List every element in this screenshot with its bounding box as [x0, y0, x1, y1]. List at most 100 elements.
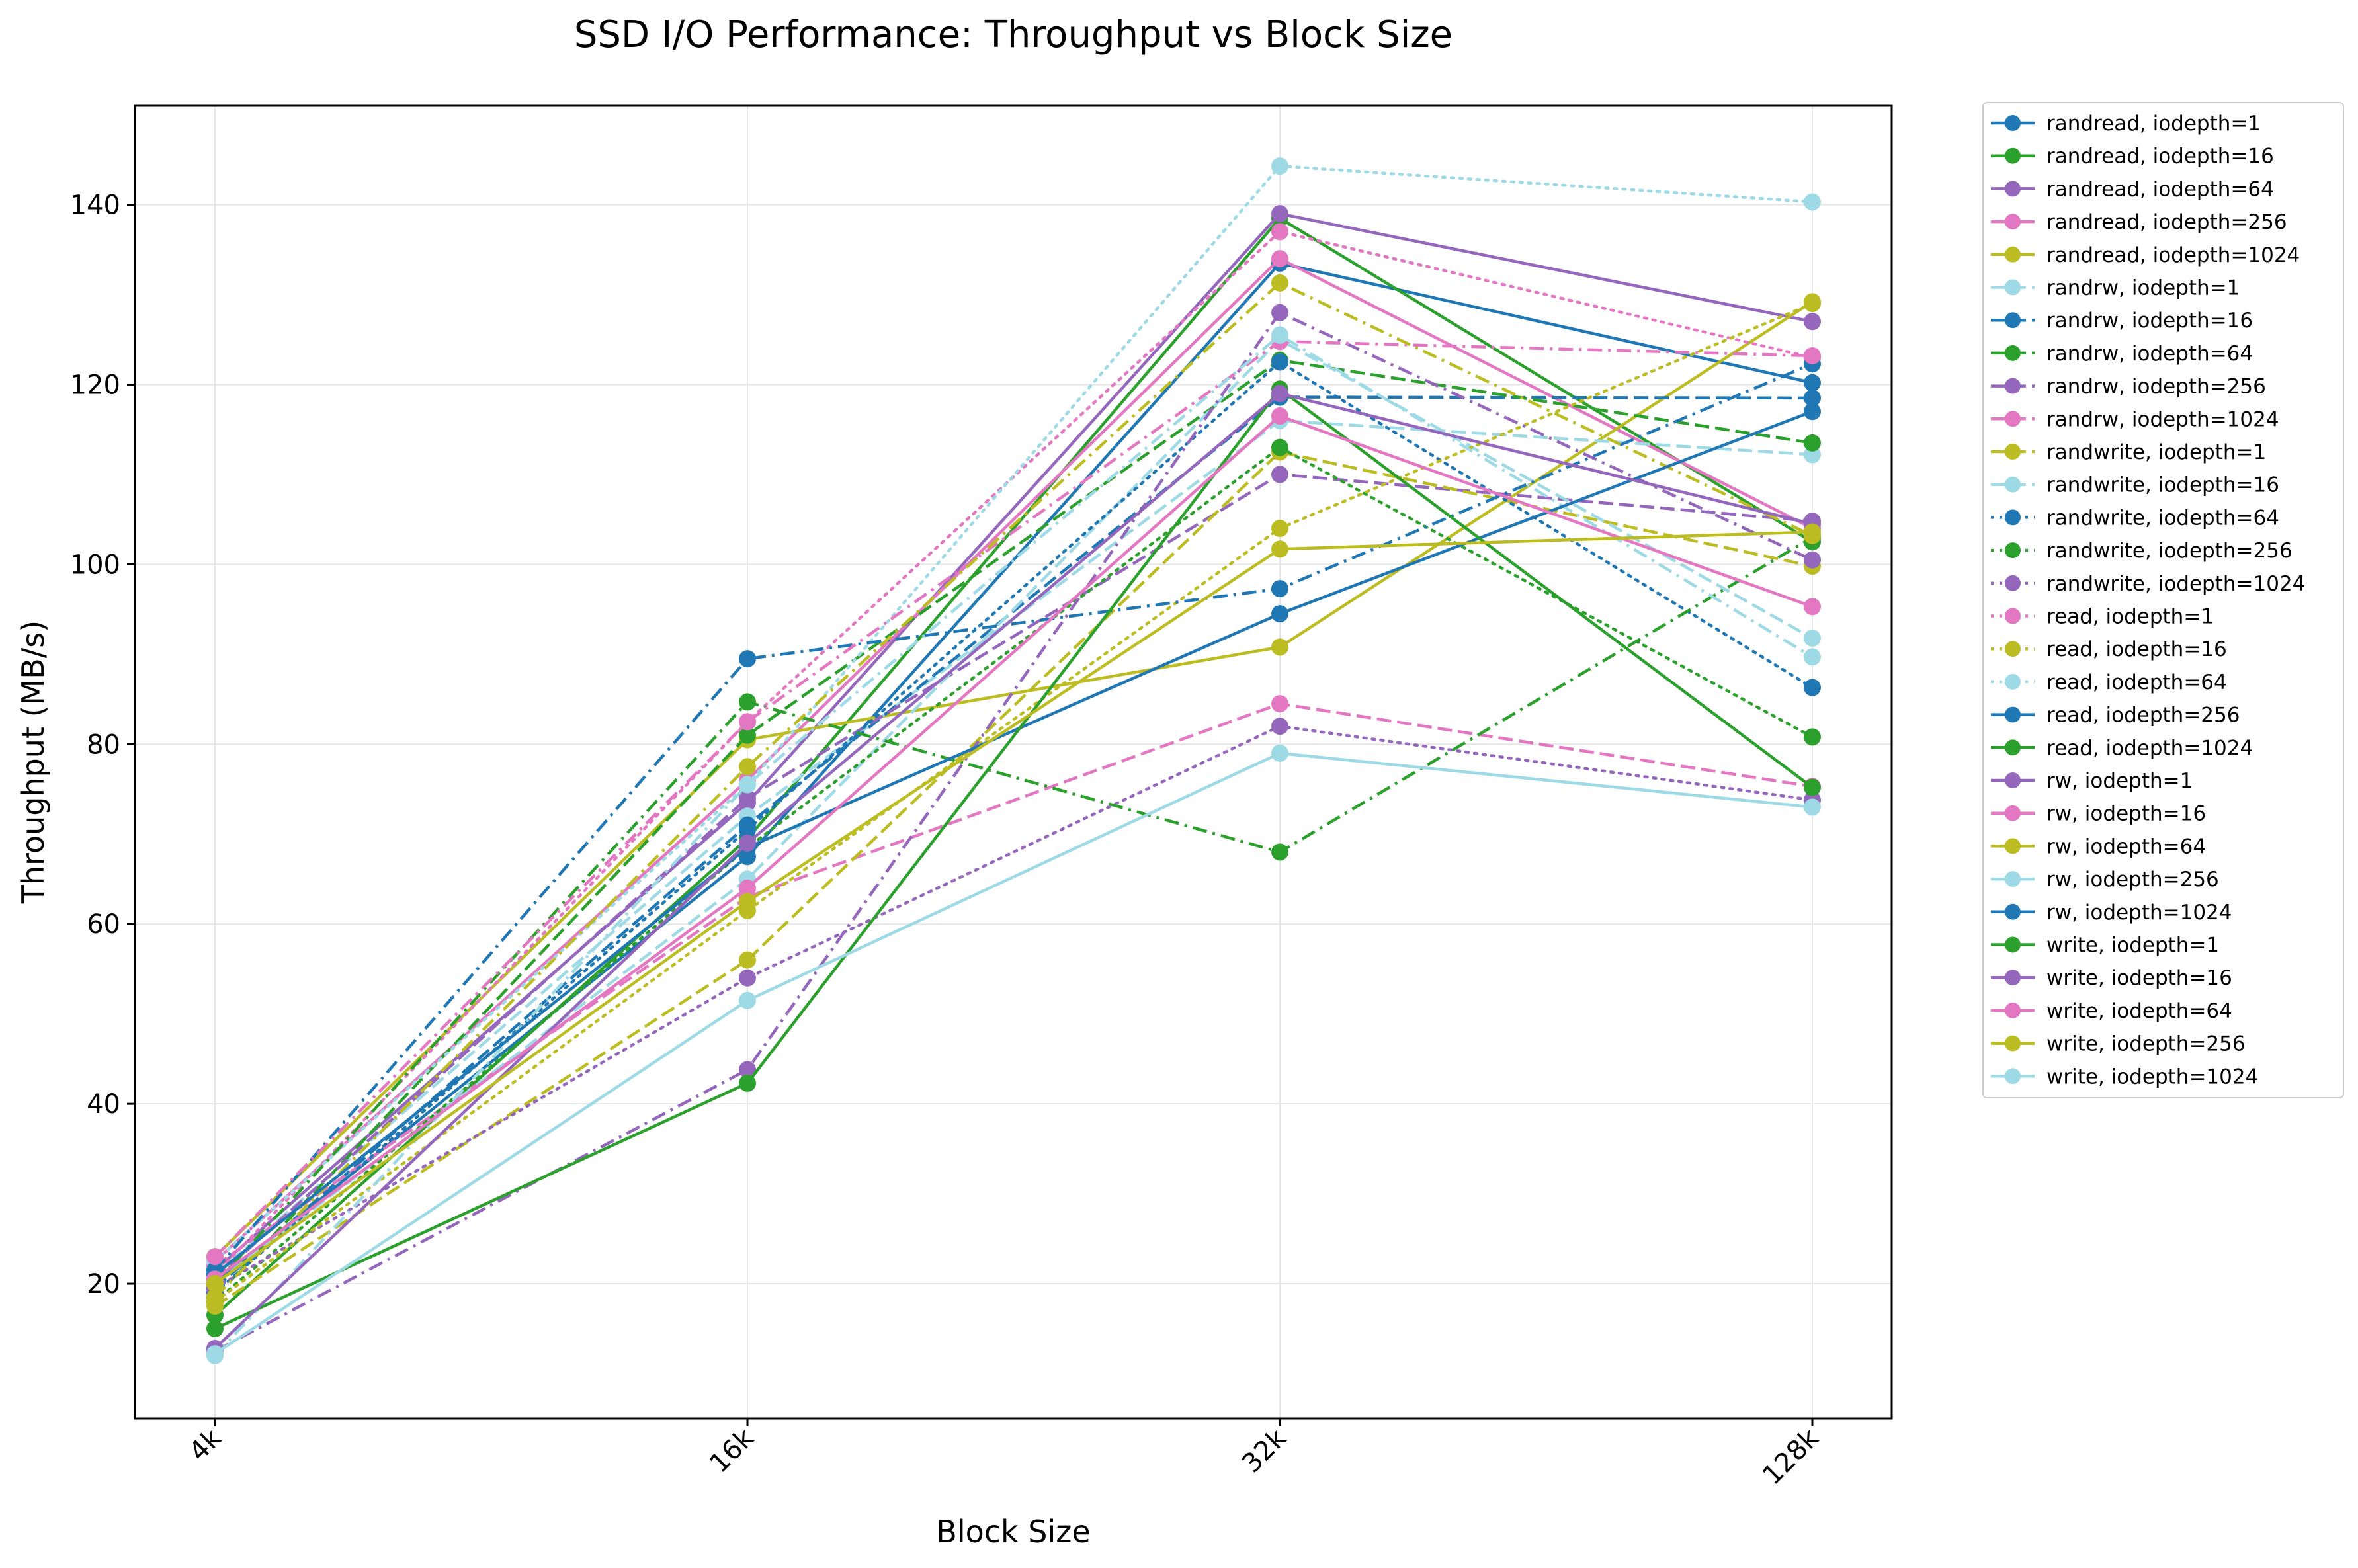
legend-marker — [2005, 378, 2021, 394]
y-tick-label: 140 — [70, 190, 120, 221]
legend-label: write, iodepth=1024 — [2046, 1065, 2258, 1089]
legend-label: write, iodepth=1 — [2046, 934, 2219, 958]
series-line — [214, 362, 1813, 1272]
legend-marker — [2005, 542, 2021, 559]
series-line — [214, 388, 1814, 1331]
data-point — [1271, 744, 1288, 762]
data-point — [1804, 728, 1821, 746]
data-point — [739, 969, 756, 987]
legend-marker — [2005, 246, 2021, 263]
data-point — [1804, 193, 1821, 211]
legend-label: randrw, iodepth=1024 — [2046, 407, 2279, 431]
legend-label: randwrite, iodepth=256 — [2046, 539, 2293, 563]
series-line — [214, 339, 1813, 1258]
data-point — [739, 991, 756, 1009]
data-point — [1271, 223, 1288, 241]
legend-label: randrw, iodepth=1 — [2046, 276, 2240, 300]
legend-marker — [2005, 936, 2021, 953]
series-line — [214, 414, 1813, 1281]
legend-marker — [2005, 739, 2021, 756]
series-line — [214, 281, 1813, 1299]
legend-marker — [2005, 871, 2021, 887]
legend-marker — [2005, 147, 2021, 164]
data-point — [1271, 540, 1288, 558]
series-line — [214, 338, 1814, 1285]
series-line — [213, 302, 1814, 1303]
data-point — [739, 726, 756, 744]
data-point — [739, 951, 756, 969]
legend-label: rw, iodepth=256 — [2046, 868, 2219, 891]
data-point — [1271, 407, 1288, 425]
legend-marker — [2005, 706, 2021, 723]
data-point — [1804, 598, 1821, 616]
data-point — [1271, 304, 1288, 321]
legend-marker — [2005, 970, 2021, 986]
legend-marker — [2005, 838, 2021, 854]
legend-marker — [2005, 805, 2021, 821]
data-point — [739, 1061, 756, 1079]
chart-title: SSD I/O Performance: Throughput vs Block… — [574, 13, 1453, 56]
series-line — [214, 212, 1813, 1272]
legend-marker — [2005, 312, 2021, 329]
data-point — [1804, 798, 1821, 816]
legend-label: randread, iodepth=1024 — [2046, 243, 2300, 267]
plot-frame — [134, 104, 1893, 1420]
data-point — [739, 879, 756, 897]
grid — [135, 106, 1892, 1419]
data-point — [739, 776, 756, 794]
y-tick-label: 120 — [70, 370, 120, 400]
data-point — [1804, 551, 1821, 569]
legend-marker — [2005, 1035, 2021, 1052]
legend-label: randwrite, iodepth=64 — [2046, 506, 2279, 530]
data-point — [739, 713, 756, 731]
series-lines — [206, 157, 1821, 1364]
series-line — [214, 392, 1813, 1350]
data-point — [206, 1320, 224, 1338]
data-point — [1271, 695, 1288, 713]
series-line — [214, 257, 1814, 1262]
data-point — [1271, 205, 1288, 223]
legend-label: randrw, iodepth=64 — [2046, 342, 2253, 366]
data-point — [1804, 347, 1821, 364]
data-point — [1271, 580, 1288, 598]
data-point — [1271, 353, 1288, 371]
data-point — [1804, 648, 1821, 666]
series-line — [214, 333, 1814, 1357]
data-point — [1271, 843, 1288, 861]
series-line — [213, 230, 1814, 1276]
y-axis-label: Throughput (MB/s) — [15, 620, 51, 904]
legend-marker — [2005, 903, 2021, 920]
legend-marker — [2005, 641, 2021, 657]
series-line — [214, 216, 1814, 1317]
series-line — [213, 446, 1814, 1303]
legend-label: randread, iodepth=1 — [2046, 112, 2261, 136]
data-point — [206, 1345, 224, 1363]
y-tick-label: 60 — [87, 909, 120, 940]
data-point — [739, 821, 756, 839]
data-point — [1271, 250, 1288, 268]
data-point — [739, 1074, 756, 1092]
data-point — [739, 789, 756, 807]
legend-label: randwrite, iodepth=1024 — [2046, 572, 2305, 596]
data-point — [1804, 679, 1821, 696]
data-point — [1271, 326, 1288, 344]
y-tick-label: 80 — [87, 729, 120, 760]
legend-label: read, iodepth=1024 — [2046, 736, 2253, 760]
legend-label: read, iodepth=16 — [2046, 638, 2227, 661]
data-point — [1271, 274, 1288, 292]
data-point — [1271, 520, 1288, 538]
data-point — [739, 834, 756, 852]
data-point — [1271, 638, 1288, 656]
data-point — [1804, 403, 1821, 421]
legend-marker — [2005, 181, 2021, 197]
y-tick-label: 40 — [87, 1089, 120, 1120]
legend-marker — [2005, 214, 2021, 230]
legend-marker — [2005, 509, 2021, 526]
legend-label: rw, iodepth=1024 — [2046, 901, 2232, 925]
data-point — [1804, 313, 1821, 331]
legend-marker — [2005, 1068, 2021, 1085]
data-point — [206, 1288, 224, 1306]
legend-label: randread, iodepth=256 — [2046, 210, 2287, 234]
